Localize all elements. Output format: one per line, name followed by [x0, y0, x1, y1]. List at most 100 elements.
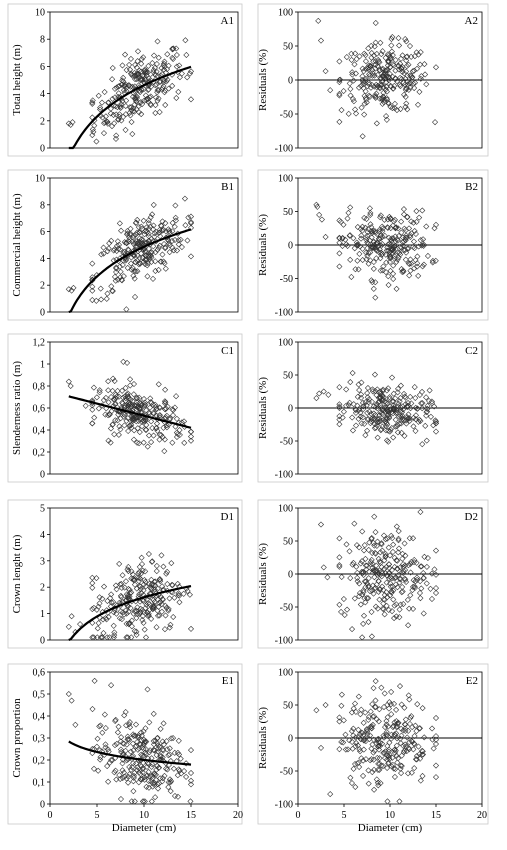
data-point	[394, 565, 401, 572]
data-point	[142, 751, 149, 758]
data-point	[99, 616, 107, 623]
data-point	[140, 728, 147, 735]
data-point	[365, 45, 372, 52]
data-point	[391, 554, 398, 561]
data-point	[152, 249, 159, 256]
data-point	[395, 385, 402, 392]
data-point	[178, 244, 185, 251]
data-point	[132, 259, 139, 266]
data-point	[97, 285, 104, 292]
data-point	[392, 242, 399, 249]
data-point	[412, 427, 419, 434]
data-point	[340, 739, 347, 746]
data-point	[142, 416, 149, 423]
data-point	[170, 735, 177, 742]
data-point	[354, 393, 361, 400]
data-point	[124, 390, 131, 397]
data-point	[414, 263, 421, 270]
data-point	[117, 746, 124, 753]
data-point	[432, 428, 440, 435]
data-point	[143, 763, 151, 770]
data-point	[123, 620, 130, 627]
data-point	[368, 725, 375, 732]
data-point	[128, 107, 135, 114]
data-point	[132, 231, 139, 238]
data-point	[368, 42, 375, 49]
data-point	[160, 60, 168, 67]
data-point	[358, 568, 365, 575]
data-point	[65, 286, 72, 293]
data-point	[145, 240, 152, 247]
y-tick-label: 0	[288, 570, 293, 581]
data-point	[116, 111, 123, 118]
data-point	[417, 237, 424, 244]
y-tick-label: 6	[40, 227, 45, 238]
data-point	[346, 399, 353, 406]
data-point	[394, 720, 401, 727]
data-point	[89, 406, 96, 413]
data-point	[134, 764, 141, 771]
data-point	[364, 245, 371, 252]
data-point	[354, 574, 361, 581]
panel-label: A2	[465, 15, 478, 27]
data-point	[379, 605, 386, 612]
data-point	[379, 73, 386, 80]
data-point	[89, 634, 96, 641]
y-tick-label: 100	[278, 338, 293, 349]
data-point	[407, 592, 414, 599]
data-point	[123, 67, 130, 74]
data-point	[142, 634, 150, 641]
data-point	[150, 201, 157, 208]
data-point	[368, 608, 375, 615]
data-point	[419, 748, 426, 755]
data-point	[187, 747, 195, 754]
data-point	[371, 425, 378, 432]
data-point	[89, 580, 96, 587]
data-point	[130, 731, 137, 738]
data-point	[144, 443, 151, 450]
data-point	[389, 34, 396, 41]
data-point	[118, 734, 125, 741]
data-point	[386, 394, 393, 401]
data-point	[411, 584, 419, 591]
y-tick-label: 8	[40, 200, 45, 211]
data-point	[363, 727, 370, 734]
data-point	[402, 36, 409, 43]
data-point	[346, 80, 353, 87]
data-point	[146, 606, 153, 613]
data-point	[156, 431, 163, 438]
data-point	[91, 122, 98, 129]
data-point	[131, 293, 139, 300]
data-point	[145, 86, 152, 93]
data-point	[400, 406, 407, 413]
data-point	[139, 766, 146, 773]
data-point	[122, 578, 130, 585]
data-point	[423, 563, 430, 570]
data-point	[89, 420, 96, 427]
data-point	[350, 725, 357, 732]
data-point	[379, 250, 386, 257]
data-point	[382, 427, 389, 434]
y-axis-label: Residuals (%)	[257, 543, 269, 605]
data-point	[414, 405, 421, 412]
data-point	[355, 381, 362, 388]
data-point	[360, 568, 367, 575]
data-point	[130, 575, 137, 582]
data-point	[381, 565, 388, 572]
data-point	[383, 721, 390, 728]
data-point	[89, 260, 96, 267]
data-point	[366, 732, 374, 739]
data-point	[126, 399, 133, 406]
data-point	[373, 255, 380, 262]
data-point	[415, 272, 422, 279]
data-point	[384, 798, 391, 805]
data-point	[151, 771, 158, 778]
data-point	[316, 211, 323, 218]
data-point	[361, 92, 368, 99]
data-point	[96, 723, 103, 730]
data-point	[366, 736, 373, 743]
data-point	[161, 448, 168, 455]
data-point	[407, 267, 414, 274]
data-point	[137, 415, 144, 422]
data-point	[394, 389, 401, 396]
